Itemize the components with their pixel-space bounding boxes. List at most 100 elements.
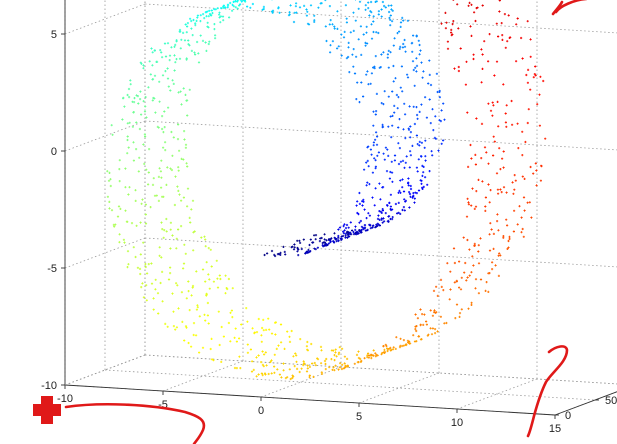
data-point xyxy=(343,355,346,358)
data-point xyxy=(440,142,443,145)
data-point xyxy=(306,367,309,370)
data-point xyxy=(152,177,155,180)
data-point xyxy=(106,170,109,173)
data-point xyxy=(352,29,355,32)
pen-stroke-bottom xyxy=(64,402,206,444)
data-point xyxy=(192,322,196,325)
data-point xyxy=(255,356,258,359)
x-tick-label: -5 xyxy=(158,399,168,411)
data-point xyxy=(474,153,477,156)
data-point xyxy=(535,169,538,172)
data-point xyxy=(484,289,487,292)
data-point xyxy=(191,286,194,289)
data-point xyxy=(283,250,286,253)
data-point xyxy=(431,314,434,317)
data-point xyxy=(177,189,180,192)
data-point xyxy=(195,308,198,311)
data-point xyxy=(415,106,418,109)
data-point xyxy=(179,90,182,93)
data-point xyxy=(288,11,291,14)
data-point xyxy=(342,367,345,370)
data-point xyxy=(346,236,349,239)
data-point xyxy=(420,182,423,185)
data-point xyxy=(325,357,328,361)
data-point xyxy=(337,239,340,242)
data-point xyxy=(457,27,460,30)
data-point xyxy=(401,159,405,162)
data-point xyxy=(386,349,389,353)
data-point xyxy=(421,174,424,177)
data-point xyxy=(251,327,254,330)
data-point xyxy=(273,365,276,368)
data-point xyxy=(404,50,407,53)
data-point xyxy=(176,284,179,287)
data-point xyxy=(311,362,314,365)
data-point xyxy=(149,73,152,76)
data-point xyxy=(127,263,130,266)
data-point xyxy=(323,244,327,247)
grid-line xyxy=(144,354,617,385)
data-point xyxy=(504,46,507,49)
data-point xyxy=(342,225,345,228)
data-point xyxy=(473,244,476,247)
data-point xyxy=(302,238,305,241)
data-point xyxy=(523,209,526,212)
data-point xyxy=(266,252,269,255)
data-point xyxy=(508,237,511,240)
data-point xyxy=(435,72,438,75)
data-point xyxy=(422,185,425,188)
data-point xyxy=(329,239,332,242)
data-point xyxy=(309,238,312,241)
data-point xyxy=(414,328,417,331)
data-point xyxy=(166,67,169,70)
data-point xyxy=(457,65,460,69)
data-point xyxy=(367,356,370,359)
data-point xyxy=(118,233,121,236)
data-point xyxy=(469,143,472,147)
data-point xyxy=(195,19,198,22)
data-point xyxy=(391,180,394,183)
data-point xyxy=(138,156,141,159)
data-point xyxy=(497,192,500,195)
data-point xyxy=(198,315,201,318)
data-point xyxy=(420,103,423,106)
data-point xyxy=(425,116,428,119)
data-point xyxy=(180,103,183,106)
data-point xyxy=(396,107,399,110)
data-point xyxy=(485,151,488,154)
data-point xyxy=(421,76,424,79)
data-point xyxy=(182,158,185,161)
data-point xyxy=(399,191,402,194)
data-point xyxy=(196,14,199,17)
data-point xyxy=(415,166,418,169)
data-point xyxy=(333,354,336,357)
data-point xyxy=(422,171,425,174)
data-point xyxy=(313,14,316,17)
data-point xyxy=(504,112,507,115)
data-point xyxy=(414,191,417,194)
data-point xyxy=(306,251,310,254)
data-point xyxy=(417,189,421,192)
data-point xyxy=(207,273,210,276)
data-point xyxy=(372,144,375,147)
data-point xyxy=(381,126,384,129)
data-point xyxy=(434,328,437,331)
data-point xyxy=(126,250,130,253)
data-point xyxy=(171,154,174,157)
data-point xyxy=(351,53,354,56)
data-point xyxy=(168,59,171,62)
data-point xyxy=(370,23,373,26)
data-point xyxy=(171,79,174,82)
data-point xyxy=(498,147,501,150)
data-point xyxy=(464,261,467,265)
data-point xyxy=(378,218,381,221)
z-tick-label: -5 xyxy=(47,263,57,275)
data-point xyxy=(298,370,301,374)
data-point xyxy=(407,341,410,344)
data-point xyxy=(367,352,370,355)
data-point xyxy=(292,248,296,251)
data-point xyxy=(393,104,396,107)
data-point xyxy=(174,328,177,331)
data-point xyxy=(483,40,486,43)
data-point xyxy=(231,287,234,290)
